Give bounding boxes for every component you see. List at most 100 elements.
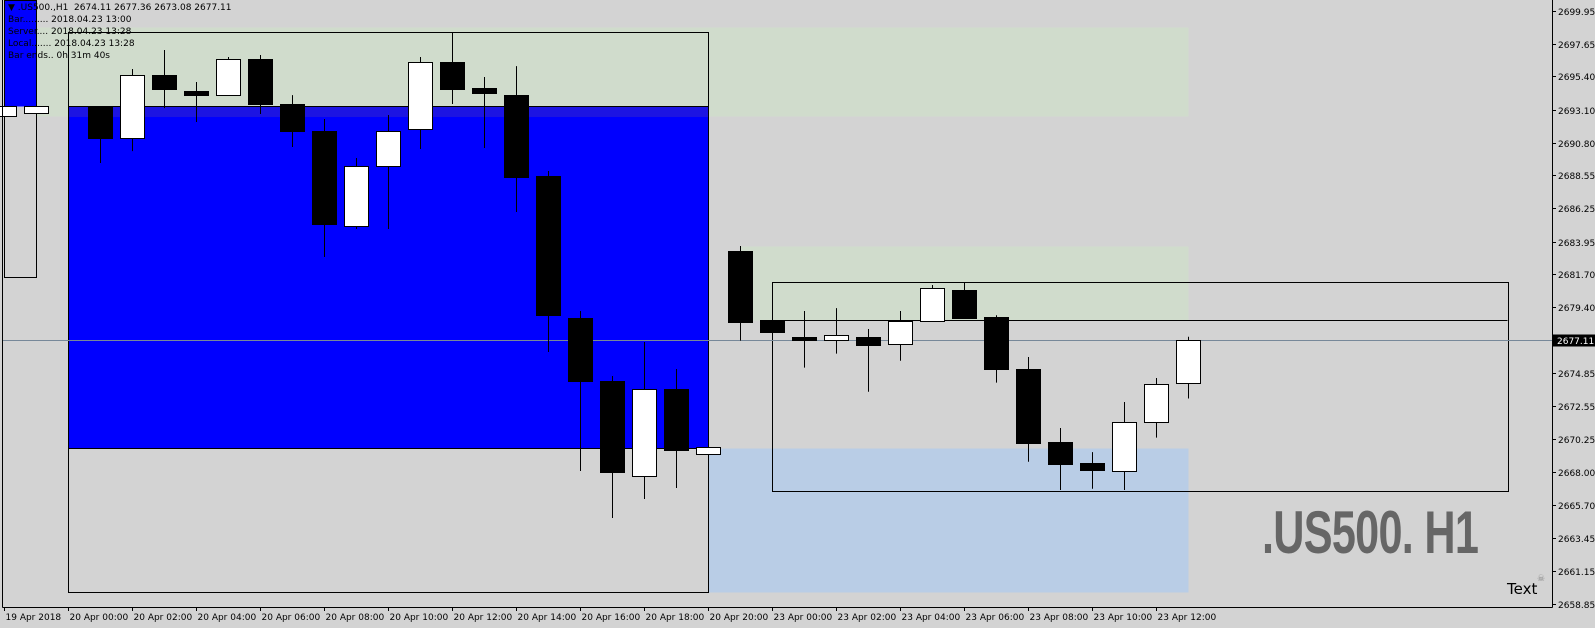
price-tick-label: 2688.55: [1558, 172, 1595, 182]
candle-body-bear: [312, 131, 337, 225]
candle[interactable]: [632, 341, 657, 499]
time-tick-label: 20 Apr 00:00: [70, 613, 129, 623]
price-tick-label: 2670.25: [1558, 436, 1595, 446]
candle-body-bull: [344, 166, 369, 227]
time-tick-label: 20 Apr 16:00: [582, 613, 641, 623]
candle-body-bear: [536, 176, 561, 316]
price-tick-label: 2661.15: [1558, 568, 1595, 578]
candle[interactable]: [88, 106, 113, 164]
time-tick-label: 23 Apr 10:00: [1094, 613, 1153, 623]
bar-ends-countdown: Bar ends.. 0h 31m 40s: [8, 51, 110, 61]
candle[interactable]: [1080, 452, 1105, 489]
candle-body-bull: [1144, 384, 1169, 423]
time-axis[interactable]: 19 Apr 2018 20 Apr 00:00 20 Apr 02:00 20 Ap…: [4, 607, 1217, 623]
candle[interactable]: [312, 119, 337, 257]
candle[interactable]: [120, 68, 145, 152]
candle[interactable]: [440, 32, 465, 105]
candle-body-bear: [184, 91, 209, 96]
price-tick-label: 2665.70: [1558, 502, 1595, 512]
demand-zone[interactable]: [708, 448, 1189, 593]
candle[interactable]: [504, 66, 529, 212]
candle-body-bear: [664, 389, 689, 451]
time-tick-label: 20 Apr 02:00: [134, 613, 193, 623]
price-tick-label: 2663.45: [1558, 535, 1595, 545]
candle-body-bull: [632, 389, 657, 477]
candle-body-bear: [248, 59, 273, 105]
range-box-friday[interactable]: [68, 32, 709, 593]
candle[interactable]: [728, 246, 753, 341]
candle[interactable]: [216, 56, 241, 96]
price-tick-label: 2674.85: [1558, 370, 1595, 380]
time-tick-label: 20 Apr 10:00: [390, 613, 449, 623]
candle-body-bull: [24, 106, 49, 114]
price-tick-label: 2690.80: [1558, 140, 1595, 150]
candle[interactable]: [888, 310, 913, 361]
last-price-value: 2677.11: [1557, 337, 1594, 347]
candle-body-bull: [1112, 422, 1137, 472]
candle[interactable]: [184, 81, 209, 123]
candle[interactable]: [248, 54, 273, 114]
candle[interactable]: [152, 50, 177, 109]
price-axis[interactable]: 2699.95 2697.65 2695.40 2693.10 2690.80 2688.…: [1553, 8, 1595, 611]
candle-body-bear: [1080, 463, 1105, 471]
candle[interactable]: [792, 310, 817, 368]
supply-zone-upper[interactable]: [36, 27, 1189, 117]
candle[interactable]: [984, 315, 1009, 383]
candle-body-bear: [728, 251, 753, 323]
time-tick-label: 23 Apr 08:00: [1030, 613, 1089, 623]
time-tick-label: 20 Apr 18:00: [646, 613, 705, 623]
candle-body-bear: [856, 337, 881, 346]
zone-overlap: [69, 107, 708, 117]
candles: [0, 32, 1201, 519]
candle[interactable]: [696, 447, 721, 455]
candle[interactable]: [0, 91, 17, 140]
candle-body-bear: [88, 106, 113, 139]
last-price-label: 2677.11: [1553, 334, 1595, 347]
time-tick-label: 20 Apr 04:00: [198, 613, 257, 623]
candle[interactable]: [472, 77, 497, 149]
candle[interactable]: [600, 376, 625, 519]
candle-body-bull: [824, 335, 849, 341]
price-tick-label: 2683.95: [1558, 239, 1595, 249]
candle-body-bear: [760, 320, 785, 333]
range-box-monday[interactable]: [772, 282, 1509, 492]
candle-body-bear: [568, 318, 593, 382]
candle-body-bull: [888, 321, 913, 345]
candle[interactable]: [344, 157, 369, 229]
candle[interactable]: [920, 284, 945, 322]
blue-zone-left[interactable]: [4, 0, 37, 107]
candle[interactable]: [1176, 336, 1201, 399]
local-time: Local....... 2018.04.23 13:28: [8, 39, 135, 49]
candle[interactable]: [1112, 402, 1137, 491]
candle[interactable]: [760, 320, 785, 333]
candle-body-bear: [472, 88, 497, 94]
candle[interactable]: [856, 328, 881, 392]
bar-time: Bar......... 2018.04.23 13:00: [8, 15, 132, 25]
candle-body-bear: [952, 290, 977, 319]
candle[interactable]: [568, 310, 593, 471]
candle[interactable]: [536, 170, 561, 352]
candle-body-bull: [408, 62, 433, 130]
candle[interactable]: [408, 56, 433, 150]
candle[interactable]: [824, 308, 849, 354]
candle-body-bull: [920, 288, 945, 322]
candle-body-bull: [696, 447, 721, 455]
candle-body-bull: [1176, 340, 1201, 384]
candle[interactable]: [664, 368, 689, 489]
candle[interactable]: [1144, 378, 1169, 438]
candle[interactable]: [1048, 427, 1073, 491]
time-tick-label: 23 Apr 12:00: [1158, 613, 1217, 623]
candle[interactable]: [24, 106, 49, 114]
candle[interactable]: [952, 282, 977, 319]
price-tick-label: 2679.40: [1558, 304, 1595, 314]
price-tick-label: 2668.00: [1558, 469, 1595, 479]
price-tick-label: 2658.85: [1558, 601, 1595, 611]
text-object[interactable]: Text: [1507, 580, 1538, 598]
candle[interactable]: [280, 95, 305, 148]
price-tick-label: 2695.40: [1558, 73, 1595, 83]
price-tick-label: 2693.10: [1558, 107, 1595, 117]
candle[interactable]: [1016, 356, 1041, 462]
candle-body-bear: [792, 337, 817, 341]
candle[interactable]: [376, 114, 401, 229]
